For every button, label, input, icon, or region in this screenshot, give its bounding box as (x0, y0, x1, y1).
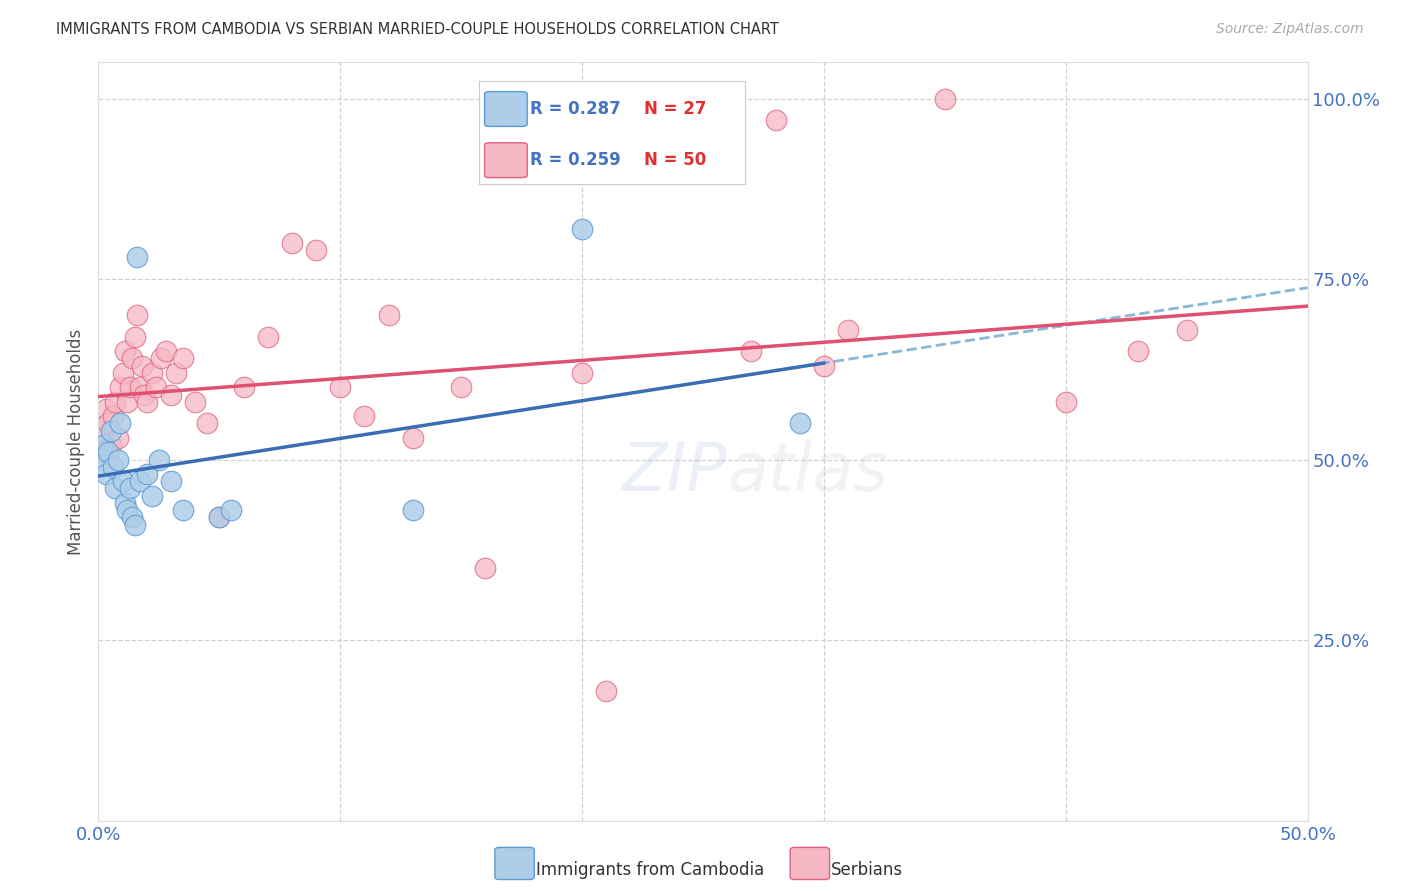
Point (141, 489, 163, 503)
Point (571, 366, 593, 380)
Point (100, 438, 122, 452)
Text: Serbians: Serbians (831, 861, 903, 879)
Point (107, 431, 129, 445)
Point (121, 351, 143, 366)
Text: IMMIGRANTS FROM CAMBODIA VS SERBIAN MARRIED-COUPLE HOUSEHOLDS CORRELATION CHART: IMMIGRANTS FROM CAMBODIA VS SERBIAN MARR… (56, 22, 779, 37)
Point (100, 424, 122, 438)
Point (104, 482, 127, 496)
Point (114, 344, 136, 359)
Point (131, 359, 153, 373)
Point (117, 503, 139, 517)
Point (765, 113, 787, 128)
Text: ZIP: ZIP (621, 439, 727, 505)
Point (837, 323, 859, 337)
Point (111, 475, 134, 489)
Point (184, 394, 207, 409)
Point (165, 366, 187, 380)
Point (160, 475, 183, 489)
Point (127, 251, 149, 265)
Point (160, 387, 183, 401)
Point (141, 366, 163, 380)
Point (474, 561, 496, 575)
Point (172, 503, 194, 517)
Point (117, 394, 139, 409)
Point (329, 380, 352, 394)
Point (91, 424, 114, 438)
Point (111, 366, 134, 380)
Point (813, 359, 835, 373)
Point (91, 438, 114, 452)
Point (97, 445, 120, 459)
Point (108, 380, 131, 394)
Point (118, 380, 141, 394)
Point (97, 417, 120, 431)
Point (740, 344, 762, 359)
Point (208, 510, 231, 524)
Point (90, 445, 112, 459)
Point (1128, 344, 1150, 359)
Point (377, 308, 399, 322)
Point (595, 683, 617, 698)
Point (571, 221, 593, 235)
Point (94, 402, 117, 417)
Point (135, 394, 157, 409)
Point (155, 344, 177, 359)
Point (1054, 394, 1077, 409)
Point (114, 496, 136, 510)
Point (145, 380, 167, 394)
Point (221, 503, 243, 517)
Point (124, 517, 146, 532)
Point (256, 330, 278, 344)
Y-axis label: Married-couple Households: Married-couple Households (66, 328, 84, 555)
Point (101, 409, 124, 424)
Point (208, 510, 231, 524)
Point (402, 503, 425, 517)
Point (195, 417, 218, 431)
Point (353, 409, 375, 424)
Point (172, 351, 194, 366)
Point (934, 91, 956, 105)
Point (118, 482, 141, 496)
Point (281, 235, 304, 250)
Point (108, 417, 131, 431)
Point (124, 330, 146, 344)
Point (150, 351, 173, 366)
Point (305, 243, 328, 257)
Point (128, 380, 150, 394)
Point (101, 459, 124, 474)
Point (232, 380, 254, 394)
Point (402, 431, 425, 445)
Point (127, 308, 149, 322)
Point (789, 417, 811, 431)
Text: Immigrants from Cambodia: Immigrants from Cambodia (536, 861, 763, 879)
Text: atlas: atlas (727, 439, 889, 505)
Point (450, 380, 472, 394)
Point (128, 475, 150, 489)
Text: Source: ZipAtlas.com: Source: ZipAtlas.com (1216, 22, 1364, 37)
Point (90, 452, 112, 467)
Point (135, 467, 157, 481)
Point (107, 452, 129, 467)
Point (104, 394, 127, 409)
Point (121, 510, 143, 524)
Point (94, 467, 117, 481)
Point (148, 452, 170, 467)
Point (134, 387, 156, 401)
Point (1175, 323, 1198, 337)
